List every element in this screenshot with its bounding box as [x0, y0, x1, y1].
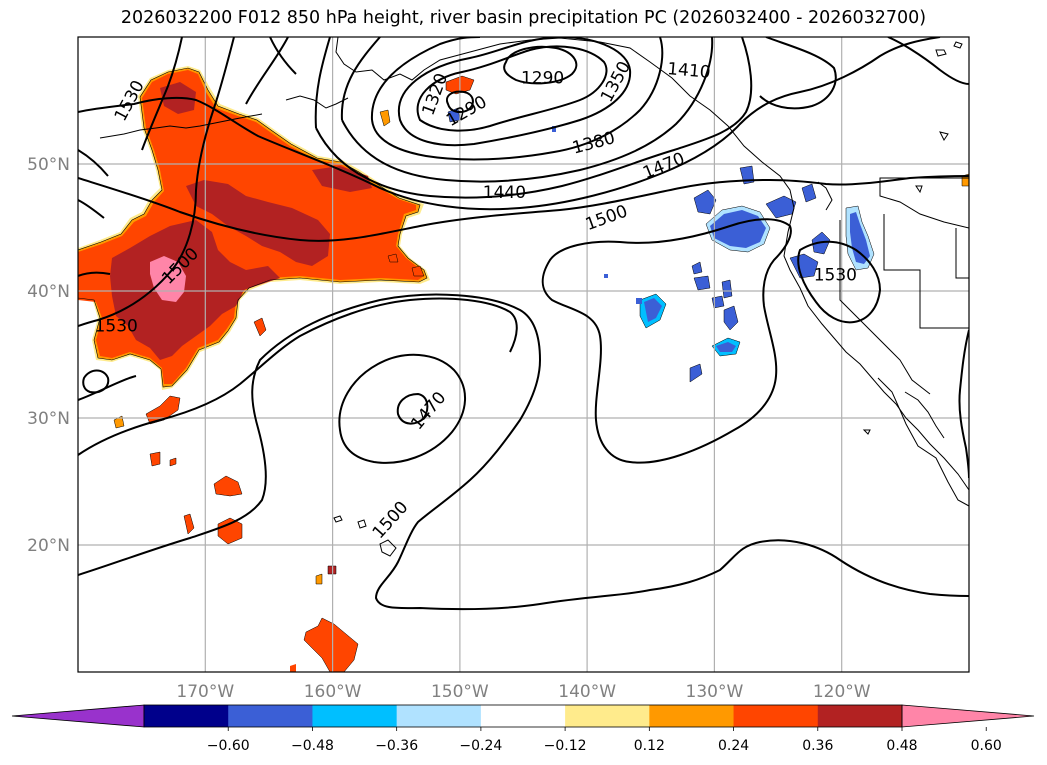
colorbar-bin: [733, 705, 819, 727]
lat-tick-label: 20°N: [27, 536, 70, 556]
colorbar-tick-label: −0.12: [544, 738, 587, 754]
lon-tick-label: 160°W: [304, 682, 362, 702]
lon-tick-labels: 170°W 160°W 150°W 140°W 130°W 120°W: [176, 682, 870, 702]
precip-fill-0.48: [186, 180, 330, 266]
lat-tick-label: 30°N: [27, 409, 70, 429]
lon-tick-label: 140°W: [558, 682, 616, 702]
colorbar-tick-label: −0.24: [459, 738, 502, 754]
map-frame: [77, 36, 970, 673]
colorbar-bin: [312, 705, 398, 727]
lon-tick-label: 120°W: [813, 682, 871, 702]
lon-tick-label: 130°W: [686, 682, 744, 702]
coastlines: [99, 37, 969, 557]
svg-text:1530: 1530: [814, 265, 857, 285]
map-title: 2026032200 F012 850 hPa height, river ba…: [120, 8, 927, 28]
precip-small-patches: [113, 75, 969, 672]
svg-text:1530: 1530: [95, 316, 138, 336]
colorbar-tick-label: 0.12: [634, 738, 665, 754]
colorbar-bin: [480, 705, 566, 727]
colorbar-bin: [144, 705, 229, 727]
colorbar-tick-label: −0.60: [207, 738, 250, 754]
svg-text:1290: 1290: [521, 69, 564, 89]
colorbar-extend-high: [901, 704, 1035, 728]
colorbar-tick-label: 0.36: [802, 738, 833, 754]
colorbar-tick-label: −0.36: [375, 738, 418, 754]
colorbar-tick-label: −0.48: [291, 738, 334, 754]
contour-label: 1530: [95, 316, 138, 336]
colorbar-tick-labels: −0.60 −0.48 −0.36 −0.24 −0.12 0.12 0.24 0.36 0.4…: [207, 727, 1002, 754]
lat-tick-label: 50°N: [27, 155, 70, 175]
colorbar-bin: [396, 705, 482, 727]
colorbar-tick-label: 0.48: [886, 738, 917, 754]
lon-tick-label: 150°W: [431, 682, 489, 702]
contour-label: 1410: [666, 59, 711, 83]
contour-label: 1530: [814, 265, 857, 285]
lat-tick-label: 40°N: [27, 282, 70, 302]
colorbar-bin: [649, 705, 735, 727]
colorbar-bin: [565, 705, 650, 727]
precip-outline: [78, 67, 428, 388]
contour-label: 1440: [483, 183, 526, 203]
colorbar-tick-label: 0.60: [971, 738, 1002, 754]
svg-text:1410: 1410: [666, 59, 711, 83]
lat-tick-labels: 50°N 40°N 30°N 20°N: [27, 155, 70, 556]
height-contours: [78, 37, 969, 611]
svg-text:1440: 1440: [483, 183, 526, 203]
colorbar-bin: [228, 705, 313, 727]
colorbar-bin: [817, 705, 903, 727]
lon-tick-label: 170°W: [176, 682, 234, 702]
positive-precip-region: [78, 66, 969, 672]
colorbar: [11, 704, 1035, 728]
contour-label: 1290: [521, 69, 564, 89]
precip-fill-0.48: [110, 220, 280, 360]
colorbar-tick-label: 0.24: [718, 738, 749, 754]
colorbar-extend-low: [11, 704, 145, 728]
